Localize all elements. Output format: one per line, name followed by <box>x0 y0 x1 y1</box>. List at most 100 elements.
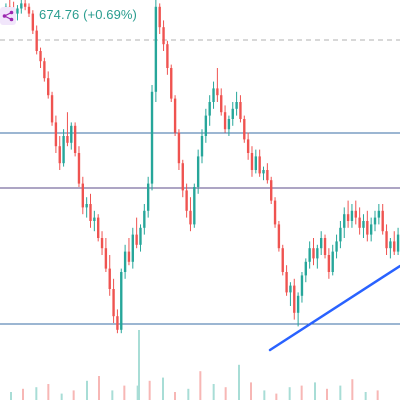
candle-body <box>343 214 346 228</box>
candle-body <box>189 210 192 225</box>
candle-body <box>16 8 19 14</box>
volume-bar-up <box>364 392 367 400</box>
candle-body <box>254 156 258 170</box>
volume-bar-up <box>288 387 291 400</box>
candle-body <box>39 51 42 62</box>
candle-body <box>393 241 396 252</box>
candle-body <box>112 289 115 317</box>
volume-bar-down <box>250 382 252 400</box>
candle-body <box>104 248 108 269</box>
candle-body <box>381 210 384 232</box>
candle-body <box>47 78 50 96</box>
candle-body <box>331 251 334 272</box>
candle-body <box>127 251 131 262</box>
candle-body <box>146 183 150 211</box>
candle-body <box>177 132 181 164</box>
candle-body <box>162 27 165 45</box>
candle-body <box>377 210 381 218</box>
candle-body <box>116 316 119 330</box>
candle-body <box>50 95 54 123</box>
volume-bar-up <box>263 390 266 400</box>
candle-body <box>150 91 154 184</box>
candle-body <box>277 224 281 249</box>
candle-body <box>73 125 77 153</box>
volume-bar-down <box>275 393 278 400</box>
candle-body <box>212 88 215 102</box>
volume-bar-down <box>47 384 50 400</box>
candle-body <box>85 204 88 208</box>
candle-body <box>358 217 361 228</box>
candle-body <box>373 217 377 225</box>
volume-bar-down <box>351 379 354 400</box>
volume-bar-spike <box>138 330 140 400</box>
candle-body <box>131 234 134 262</box>
candle-body <box>227 119 231 130</box>
candle-body <box>35 30 38 51</box>
candle-body <box>293 285 296 313</box>
volume-bar-down <box>174 392 176 400</box>
candle-body <box>339 227 342 242</box>
candle-body <box>139 227 142 245</box>
candle-body <box>66 136 69 143</box>
candle-body <box>154 6 158 92</box>
candle-body <box>185 190 188 211</box>
volume-bar-up <box>136 385 139 400</box>
candle-body <box>31 13 35 31</box>
candle-body <box>200 136 204 157</box>
candle-body <box>285 272 288 293</box>
volume-bar-up <box>314 382 316 400</box>
volume-bar-up <box>86 380 88 400</box>
volume-bar-down <box>72 390 75 400</box>
candle-body <box>93 217 96 221</box>
share-button[interactable] <box>0 7 16 25</box>
candle-body <box>308 248 311 262</box>
candle-body <box>327 255 331 272</box>
candle-body <box>196 156 200 187</box>
candle-body <box>70 125 73 143</box>
volume-bar-up <box>187 388 190 400</box>
candle-body <box>108 268 111 289</box>
volume-bar-down <box>326 388 328 400</box>
volume-bars <box>10 330 379 400</box>
volume-bar-down <box>224 387 227 400</box>
candle-body <box>362 221 365 228</box>
candle-body <box>262 170 265 174</box>
candle-body <box>369 224 373 235</box>
candle-body <box>304 261 307 276</box>
candle-body <box>231 108 234 119</box>
volume-bar-down <box>300 385 303 400</box>
volume-bar-down <box>22 388 24 400</box>
candle-body <box>27 6 31 14</box>
candle-body <box>77 153 81 184</box>
candle-body <box>273 200 277 225</box>
candle-body <box>296 295 300 313</box>
candle-body <box>204 115 208 136</box>
candle-body <box>143 210 146 228</box>
candle-body <box>270 180 273 201</box>
candle-body <box>258 156 261 174</box>
candle-body <box>81 183 85 208</box>
candle-body <box>246 139 250 153</box>
candle-body <box>166 44 169 68</box>
candle-body <box>323 238 327 255</box>
candle-body <box>266 170 269 181</box>
volume-bar-down <box>148 380 151 400</box>
candle-body <box>389 241 392 249</box>
candle-body <box>335 241 338 252</box>
candle-body <box>20 3 23 9</box>
candle-body <box>396 234 400 252</box>
candle-body <box>366 221 369 235</box>
candle-body <box>250 153 254 170</box>
candle-body <box>208 102 211 116</box>
candle-body <box>43 61 46 79</box>
candle-body <box>385 231 388 249</box>
volume-bar-down <box>123 385 126 400</box>
candle-body <box>54 122 58 147</box>
candle-body <box>135 234 138 245</box>
candle-body <box>97 217 100 238</box>
trend-line <box>268 264 400 352</box>
candle-body <box>216 88 219 96</box>
volume-bar-down <box>199 371 202 400</box>
